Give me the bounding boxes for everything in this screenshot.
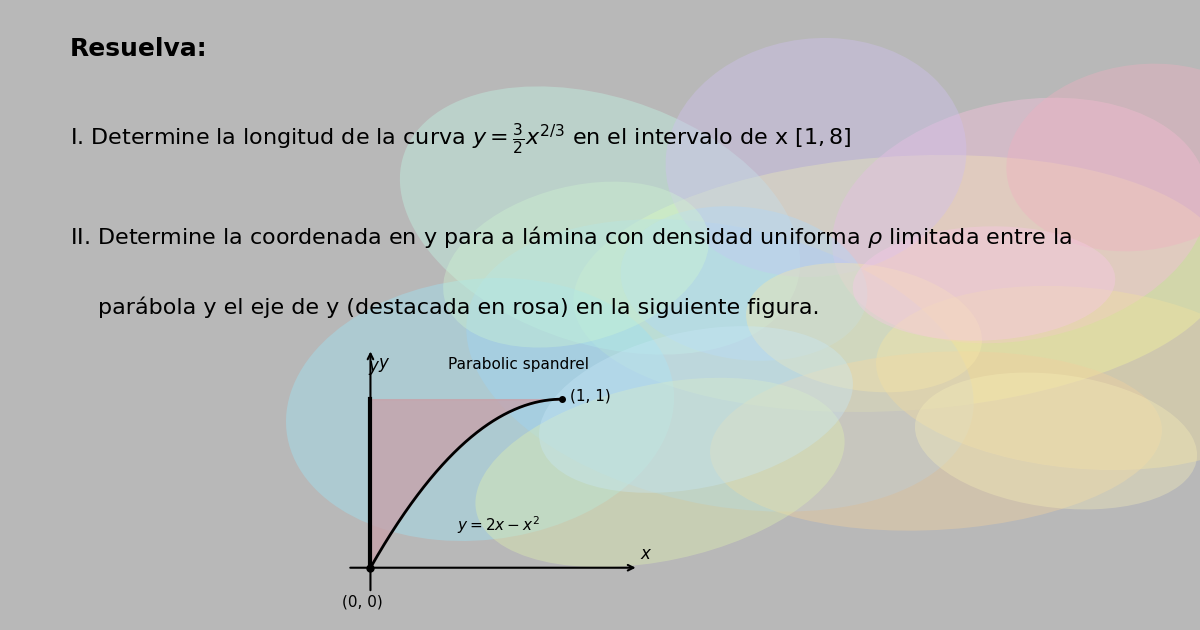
Text: x: x xyxy=(641,545,650,563)
Ellipse shape xyxy=(746,263,982,392)
Ellipse shape xyxy=(539,326,853,493)
Text: (1, 1): (1, 1) xyxy=(570,388,611,403)
Ellipse shape xyxy=(876,286,1200,470)
Ellipse shape xyxy=(710,352,1162,530)
Ellipse shape xyxy=(400,86,800,355)
Text: II. Determine la coordenada en y para a lámina con densidad uniforma $\rho$ limi: II. Determine la coordenada en y para a … xyxy=(70,224,1072,250)
Ellipse shape xyxy=(286,278,674,541)
Text: $y = 2x - x^2$: $y = 2x - x^2$ xyxy=(456,515,540,536)
Text: parábola y el eje de y (destacada en rosa) en la siguiente figura.: parábola y el eje de y (destacada en ros… xyxy=(98,297,820,318)
Ellipse shape xyxy=(574,155,1200,412)
Ellipse shape xyxy=(443,181,709,348)
Ellipse shape xyxy=(1007,64,1200,251)
Text: Resuelva:: Resuelva: xyxy=(70,37,208,60)
Text: Parabolic spandrel: Parabolic spandrel xyxy=(448,357,589,372)
Ellipse shape xyxy=(620,206,868,361)
Ellipse shape xyxy=(467,219,973,512)
Ellipse shape xyxy=(832,98,1200,343)
Text: y: y xyxy=(368,357,379,375)
Ellipse shape xyxy=(666,38,966,277)
Ellipse shape xyxy=(914,372,1198,510)
Ellipse shape xyxy=(853,226,1115,341)
Ellipse shape xyxy=(475,378,845,567)
Text: y: y xyxy=(378,353,388,372)
Text: (0, 0): (0, 0) xyxy=(342,595,383,610)
Text: I. Determine la longitud de la curva $y = \frac{3}{2}x^{2/3}$ en el intervalo de: I. Determine la longitud de la curva $y … xyxy=(70,122,852,156)
